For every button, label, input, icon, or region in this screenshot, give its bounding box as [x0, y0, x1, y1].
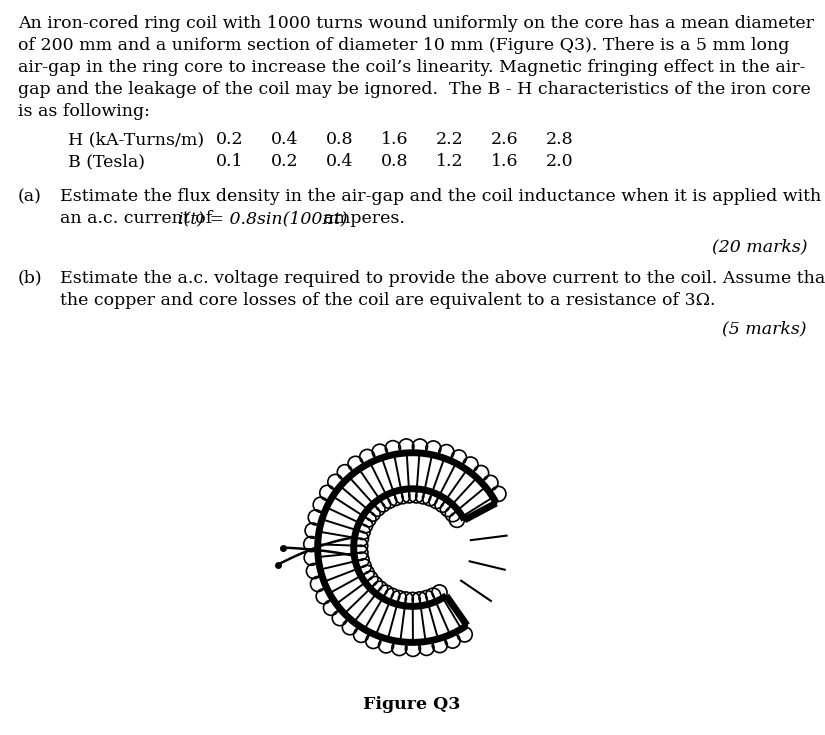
Text: (20 marks): (20 marks) [711, 239, 807, 256]
Text: 0.1: 0.1 [216, 153, 243, 170]
Text: 2.2: 2.2 [436, 131, 464, 148]
Text: B (Tesla): B (Tesla) [68, 153, 145, 170]
Text: 0.4: 0.4 [326, 153, 354, 170]
Text: air-gap in the ring core to increase the coil’s linearity. Magnetic fringing eff: air-gap in the ring core to increase the… [18, 59, 805, 76]
Text: gap and the leakage of the coil may be ignored.  The B - H characteristics of th: gap and the leakage of the coil may be i… [18, 81, 811, 98]
Text: 0.4: 0.4 [271, 131, 299, 148]
Text: Estimate the a.c. voltage required to provide the above current to the coil. Ass: Estimate the a.c. voltage required to pr… [60, 270, 825, 287]
Text: is as following:: is as following: [18, 103, 150, 120]
Text: amperes.: amperes. [318, 210, 405, 227]
Text: 2.0: 2.0 [546, 153, 574, 170]
Text: the copper and core losses of the coil are equivalent to a resistance of 3Ω.: the copper and core losses of the coil a… [60, 292, 715, 309]
Text: 2.6: 2.6 [491, 131, 519, 148]
Text: 1.6: 1.6 [381, 131, 408, 148]
Text: H (kA-Turns/m): H (kA-Turns/m) [68, 131, 204, 148]
Text: an a.c. current of: an a.c. current of [60, 210, 218, 227]
Text: (b): (b) [18, 270, 43, 287]
Text: An iron-cored ring coil with 1000 turns wound uniformly on the core has a mean d: An iron-cored ring coil with 1000 turns … [18, 15, 814, 32]
Text: 1.2: 1.2 [436, 153, 464, 170]
Text: 1.6: 1.6 [491, 153, 519, 170]
Text: (5 marks): (5 marks) [723, 320, 807, 337]
Text: 0.8: 0.8 [381, 153, 408, 170]
Text: i(t) = 0.8sin(100πt): i(t) = 0.8sin(100πt) [178, 210, 347, 227]
Text: Estimate the flux density in the air-gap and the coil inductance when it is appl: Estimate the flux density in the air-gap… [60, 188, 821, 205]
Text: 0.8: 0.8 [326, 131, 354, 148]
Text: 0.2: 0.2 [216, 131, 244, 148]
Text: of 200 mm and a uniform section of diameter 10 mm (Figure Q3). There is a 5 mm l: of 200 mm and a uniform section of diame… [18, 37, 790, 54]
Text: 2.8: 2.8 [546, 131, 574, 148]
Text: (a): (a) [18, 188, 42, 205]
Text: Figure Q3: Figure Q3 [363, 696, 460, 713]
Text: 0.2: 0.2 [271, 153, 299, 170]
